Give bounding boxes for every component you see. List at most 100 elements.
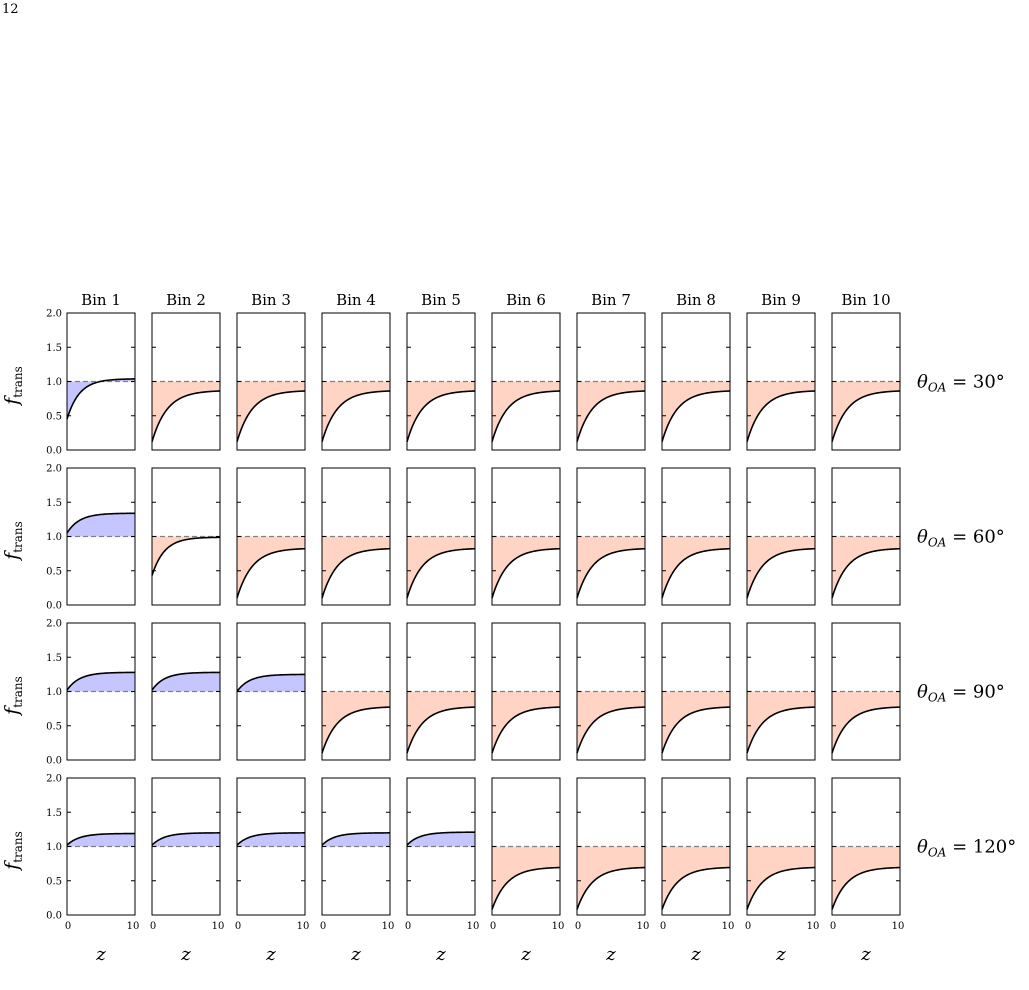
fill-below bbox=[322, 381, 390, 442]
bin-title: Bin 5 bbox=[421, 291, 461, 309]
fill-below bbox=[577, 536, 645, 599]
y-tick-label: 2.0 bbox=[46, 464, 62, 475]
panel bbox=[236, 312, 306, 451]
y-tick-label: 2.0 bbox=[46, 619, 62, 630]
panel bbox=[151, 622, 221, 761]
x-axis-label: z bbox=[180, 944, 191, 965]
x-tick-label: 0 bbox=[405, 921, 411, 932]
panel bbox=[491, 312, 561, 451]
fill-below bbox=[152, 536, 220, 576]
series-line bbox=[831, 547, 901, 599]
x-tick-label: 0 bbox=[320, 921, 326, 932]
panel bbox=[491, 467, 561, 606]
x-tick-label: 0 bbox=[235, 921, 241, 932]
panel: 0 10 z bbox=[575, 777, 649, 965]
fill-below bbox=[322, 691, 390, 754]
x-tick-label: 10 bbox=[467, 921, 480, 932]
series-line bbox=[321, 547, 391, 599]
panel bbox=[746, 312, 816, 451]
panel: 0 10 z bbox=[150, 777, 224, 965]
series-line bbox=[406, 706, 476, 754]
y-tick-label: 2.0 bbox=[46, 309, 62, 320]
y-tick-label: 1.0 bbox=[46, 842, 62, 853]
x-axis-label: z bbox=[775, 944, 786, 965]
fill-below bbox=[747, 691, 815, 754]
panel bbox=[406, 467, 476, 606]
x-axis-label: z bbox=[520, 944, 531, 965]
fill-above bbox=[67, 672, 135, 692]
x-tick-label: 0 bbox=[150, 921, 156, 932]
series-line bbox=[831, 866, 901, 910]
y-tick-label: 0.0 bbox=[46, 911, 62, 922]
panel bbox=[321, 467, 391, 606]
fill-below bbox=[832, 381, 900, 442]
x-tick-label: 10 bbox=[127, 921, 140, 932]
y-tick-label: 1.0 bbox=[46, 532, 62, 543]
panel bbox=[406, 622, 476, 761]
fill-below bbox=[832, 691, 900, 754]
series-line bbox=[746, 706, 816, 754]
series-line bbox=[746, 390, 816, 443]
panel bbox=[321, 622, 391, 761]
series-line bbox=[66, 378, 136, 420]
series-line bbox=[321, 390, 391, 443]
y-tick-label: 1.5 bbox=[46, 653, 62, 664]
panel bbox=[661, 622, 731, 761]
panel bbox=[746, 467, 816, 606]
row-label: θOA = 120° bbox=[917, 837, 1016, 860]
y-tick-label: 0.5 bbox=[46, 566, 62, 577]
panel bbox=[576, 467, 646, 606]
fill-below bbox=[662, 381, 730, 442]
panel: 0 10 z bbox=[660, 777, 735, 965]
y-tick-label: 1.0 bbox=[46, 687, 62, 698]
y-tick-label: 1.5 bbox=[46, 343, 62, 354]
bin-title: Bin 1 bbox=[81, 291, 121, 309]
series-line bbox=[151, 536, 221, 576]
series-line bbox=[576, 706, 646, 754]
fill-above bbox=[67, 833, 135, 847]
fill-below bbox=[662, 846, 730, 910]
x-axis-label: z bbox=[860, 944, 871, 965]
fill-below bbox=[662, 536, 730, 599]
y-tick-label: 0.0 bbox=[46, 601, 62, 612]
y-axis-label: ftrans bbox=[1, 521, 25, 562]
x-axis-label: z bbox=[265, 944, 276, 965]
series-line bbox=[491, 390, 561, 443]
fill-above bbox=[237, 674, 305, 692]
fill-above bbox=[67, 513, 135, 537]
panel bbox=[746, 622, 816, 761]
panel bbox=[236, 467, 306, 606]
x-tick-label: 10 bbox=[722, 921, 735, 932]
panel: 0 10 z bbox=[490, 777, 564, 965]
fill-below bbox=[237, 536, 305, 599]
series-line bbox=[831, 706, 901, 754]
bin-title: Bin 7 bbox=[591, 291, 631, 309]
x-tick-label: 0 bbox=[575, 921, 581, 932]
series-line bbox=[491, 706, 561, 754]
fill-below bbox=[237, 381, 305, 442]
bin-title: Bin 4 bbox=[336, 291, 376, 309]
fill-below bbox=[747, 536, 815, 599]
panel bbox=[576, 312, 646, 451]
series-line bbox=[661, 866, 731, 910]
fill-below bbox=[747, 846, 815, 910]
series-line bbox=[236, 390, 306, 443]
y-tick-label: 2.0 bbox=[46, 774, 62, 785]
fill-below bbox=[832, 846, 900, 910]
y-tick-label: 0.5 bbox=[46, 721, 62, 732]
fill-above bbox=[407, 832, 475, 847]
series-line bbox=[406, 831, 475, 846]
panel bbox=[576, 622, 646, 761]
series-line bbox=[66, 832, 136, 846]
x-tick-label: 10 bbox=[892, 921, 905, 932]
series-line bbox=[491, 866, 561, 910]
series-line bbox=[831, 390, 901, 443]
panel bbox=[406, 312, 476, 451]
series-line bbox=[151, 671, 221, 691]
bin-title: Bin 8 bbox=[676, 291, 716, 309]
panel: 0 10 z bbox=[830, 777, 905, 965]
x-tick-label: 10 bbox=[382, 921, 395, 932]
fill-below bbox=[577, 846, 645, 910]
x-tick-label: 0 bbox=[490, 921, 496, 932]
fill-above bbox=[152, 832, 220, 847]
